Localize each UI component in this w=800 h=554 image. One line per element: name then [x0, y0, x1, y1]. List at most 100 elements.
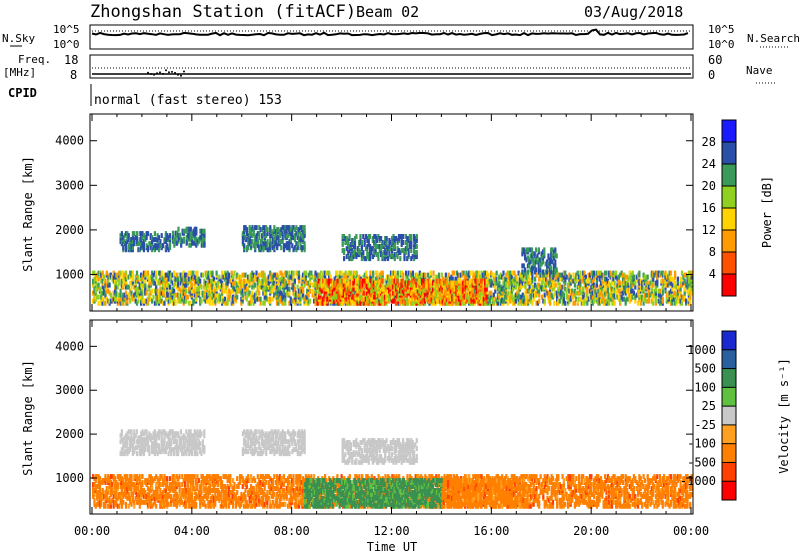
heatmap-cell — [129, 237, 132, 243]
heatmap-cell — [341, 234, 344, 239]
heatmap-cell — [157, 270, 161, 276]
heatmap-cell — [475, 298, 479, 304]
heatmap-cell — [151, 247, 154, 253]
heatmap-cell — [339, 274, 342, 280]
heatmap-cell — [126, 231, 129, 237]
heatmap-cell — [351, 256, 354, 262]
heatmap-cell — [365, 270, 368, 276]
heatmap-cell — [414, 254, 417, 260]
heatmap-cell — [144, 270, 147, 276]
nave-dip-point — [162, 72, 164, 75]
heatmap-cell — [120, 499, 123, 505]
heatmap-cell — [606, 294, 609, 300]
heatmap-cell — [432, 274, 435, 280]
heatmap-cell — [391, 236, 394, 241]
heatmap-cell — [254, 298, 257, 304]
heatmap-cell — [105, 288, 108, 294]
heatmap-cell — [602, 288, 605, 294]
heatmap-cell — [517, 286, 520, 292]
heatmap-cell — [152, 245, 155, 251]
heatmap-cell — [485, 278, 488, 284]
heatmap-cell — [101, 478, 104, 484]
heatmap-cell — [654, 270, 657, 276]
heatmap-cell — [330, 278, 333, 284]
heatmap-cell — [568, 272, 571, 278]
heatmap-cell — [157, 235, 161, 241]
heatmap-cell — [203, 232, 206, 238]
heatmap-cell — [555, 253, 558, 259]
heatmap-cell — [221, 286, 224, 292]
heatmap-cell — [685, 298, 688, 304]
heatmap-cell — [385, 296, 388, 302]
heatmap-cell — [226, 296, 229, 302]
heatmap-cell — [238, 288, 242, 294]
heatmap-cell — [400, 248, 403, 254]
heatmap-cell — [289, 231, 292, 237]
heatmap-cell — [678, 288, 681, 294]
heatmap-cell — [505, 282, 508, 288]
heatmap-cell — [494, 280, 497, 286]
heatmap-cell — [546, 278, 549, 284]
heatmap-cell — [212, 292, 215, 298]
heatmap-cell — [608, 270, 611, 276]
heatmap-cell — [196, 292, 199, 298]
heatmap-cell — [454, 276, 457, 282]
heatmap-cell — [505, 290, 508, 296]
heatmap-cell — [349, 242, 352, 247]
heatmap-cell — [355, 278, 358, 284]
heatmap-cell — [411, 270, 414, 276]
heatmap-cell — [488, 290, 491, 296]
colorbar-segment — [722, 252, 736, 275]
heatmap-cell — [377, 244, 380, 249]
heatmap-cell — [138, 247, 141, 253]
heatmap-cell — [193, 288, 196, 294]
heatmap-cell — [404, 280, 407, 286]
heatmap-cell — [96, 484, 99, 489]
heatmap-cell — [460, 282, 463, 288]
heatmap-cell — [624, 290, 627, 296]
heatmap-cell — [380, 236, 383, 241]
heatmap-cell — [335, 286, 338, 292]
heatmap-cell — [433, 282, 436, 288]
heatmap-cell — [204, 298, 207, 304]
heatmap-cell — [342, 278, 345, 284]
heatmap-cell — [266, 227, 269, 233]
heatmap-cell — [534, 290, 537, 296]
heatmap-cell — [176, 240, 179, 246]
heatmap-cell — [111, 497, 114, 503]
heatmap-cell — [353, 300, 356, 306]
heatmap-cell — [289, 300, 292, 306]
heatmap-cell — [680, 294, 684, 300]
heatmap-cell — [426, 290, 429, 296]
heatmap-cell — [160, 298, 163, 304]
heatmap-cell — [399, 234, 402, 239]
heatmap-cell — [162, 276, 165, 282]
heatmap-cell — [658, 292, 662, 298]
heatmap-cell — [193, 240, 196, 246]
heatmap-cell — [348, 256, 351, 262]
heatmap-cell — [122, 482, 125, 487]
heatmap-cell — [234, 274, 237, 280]
heatmap-cell — [188, 276, 191, 282]
heatmap-cell — [173, 300, 176, 306]
heatmap-cell — [433, 290, 436, 296]
heatmap-cell — [142, 270, 145, 276]
heatmap-cell — [682, 274, 685, 280]
heatmap-cell — [129, 298, 132, 304]
heatmap-cell — [674, 270, 677, 276]
heatmap-cell — [391, 270, 394, 276]
heatmap-cell — [323, 292, 326, 298]
heatmap-cell — [329, 274, 332, 280]
heatmap-cell — [355, 234, 358, 239]
heatmap-cell — [422, 296, 425, 302]
heatmap-cell — [492, 292, 495, 298]
heatmap-cell — [270, 233, 273, 239]
heatmap-cell — [459, 272, 463, 278]
heatmap-cell — [304, 280, 307, 286]
heatmap-cell — [549, 284, 552, 290]
heatmap-cell — [463, 280, 466, 286]
heatmap-cell — [560, 276, 563, 282]
heatmap-cell — [363, 294, 366, 300]
heatmap-cell — [134, 278, 137, 284]
heatmap-cell — [444, 272, 447, 278]
